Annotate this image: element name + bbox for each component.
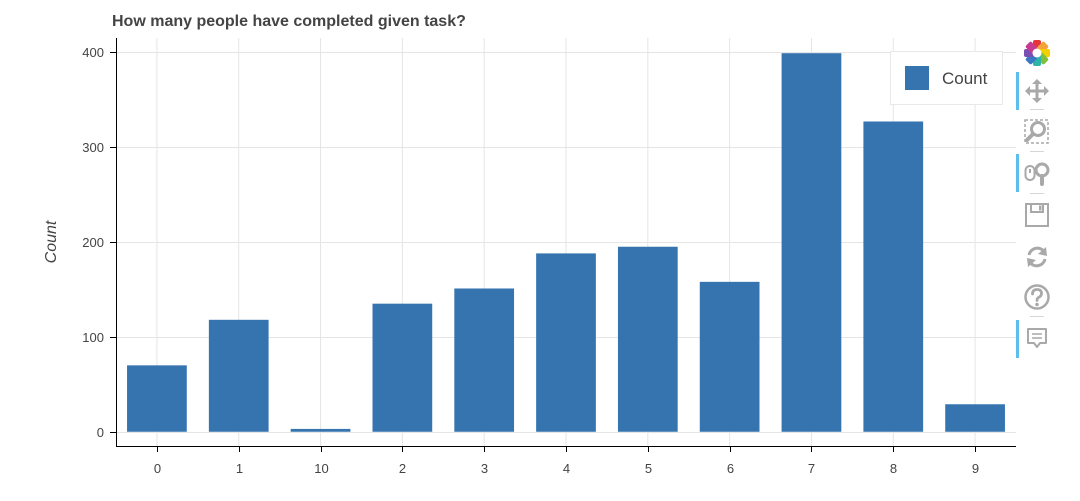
wheel-zoom-tool[interactable] bbox=[1014, 154, 1060, 192]
bar-6[interactable] bbox=[699, 281, 760, 432]
bars bbox=[127, 53, 1005, 432]
reset-icon bbox=[1024, 244, 1050, 270]
save-tool[interactable] bbox=[1014, 196, 1060, 234]
y-tick-label: 400 bbox=[82, 45, 104, 60]
hover-tool[interactable] bbox=[1014, 320, 1060, 358]
wheel-zoom-icon bbox=[1023, 159, 1051, 187]
y-tick-label: 200 bbox=[82, 235, 104, 250]
help-tool[interactable] bbox=[1014, 278, 1060, 316]
box-zoom-tool[interactable] bbox=[1014, 113, 1060, 151]
bar-3[interactable] bbox=[454, 288, 515, 432]
x-tick-label: 8 bbox=[890, 461, 897, 476]
pan-icon bbox=[1024, 78, 1050, 104]
bar-4[interactable] bbox=[536, 253, 596, 432]
help-icon bbox=[1023, 283, 1051, 311]
save-icon bbox=[1024, 202, 1050, 228]
hover-icon bbox=[1024, 326, 1050, 352]
chart-title: How many people have completed given tas… bbox=[112, 13, 466, 30]
x-tick-label: 5 bbox=[645, 461, 652, 476]
x-tick-label: 4 bbox=[563, 461, 570, 476]
y-tick-label: 0 bbox=[97, 425, 104, 440]
x-tick-label: 10 bbox=[314, 461, 328, 476]
axes bbox=[110, 38, 1016, 452]
toolbar-separator bbox=[1030, 193, 1044, 194]
x-tick-label: 2 bbox=[399, 461, 406, 476]
toolbar-separator bbox=[1030, 109, 1044, 110]
bar-1[interactable] bbox=[208, 319, 269, 432]
x-tick-label: 1 bbox=[236, 461, 243, 476]
x-tick-label: 0 bbox=[154, 461, 161, 476]
legend-label: Count bbox=[942, 69, 988, 88]
y-tick-label: 300 bbox=[82, 140, 104, 155]
reset-tool[interactable] bbox=[1014, 238, 1060, 276]
bar-10[interactable] bbox=[290, 428, 351, 432]
x-tick-label: 7 bbox=[808, 461, 815, 476]
box-zoom-icon bbox=[1023, 118, 1051, 146]
pan-tool[interactable] bbox=[1014, 72, 1060, 110]
bar-9[interactable] bbox=[945, 404, 1005, 432]
bar-5[interactable] bbox=[617, 246, 678, 432]
bar-0[interactable] bbox=[127, 365, 187, 432]
x-tick-label: 6 bbox=[727, 461, 734, 476]
x-tick-label: 3 bbox=[481, 461, 488, 476]
bokeh-logo-icon bbox=[1022, 38, 1052, 68]
bar-7[interactable] bbox=[781, 53, 842, 432]
toolbar-separator bbox=[1030, 151, 1044, 152]
bar-8[interactable] bbox=[863, 121, 924, 432]
y-axis-label: Count bbox=[43, 220, 60, 263]
toolbar-separator bbox=[1030, 316, 1044, 317]
bar-2[interactable] bbox=[372, 303, 433, 432]
y-tick-label: 100 bbox=[82, 330, 104, 345]
x-tick-label: 9 bbox=[972, 461, 979, 476]
legend-swatch bbox=[905, 66, 929, 90]
legend: Count bbox=[890, 51, 1003, 105]
toolbar bbox=[1014, 34, 1060, 374]
tick-labels: 0 100 200 300 400 0 1 10 2 3 4 5 6 7 8 9 bbox=[82, 45, 979, 476]
bokeh-logo-tool bbox=[1014, 34, 1060, 72]
